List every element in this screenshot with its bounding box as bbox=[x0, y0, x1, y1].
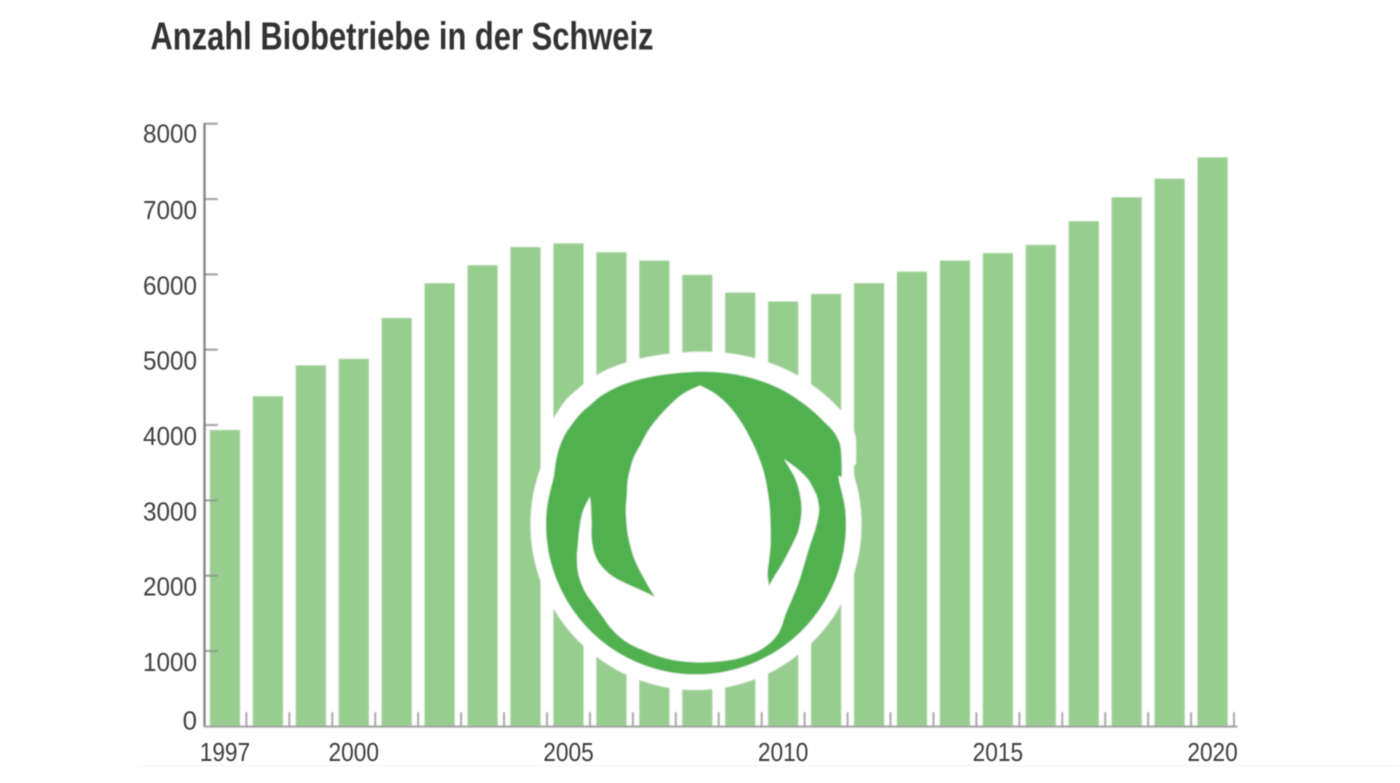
svg-text:2000: 2000 bbox=[143, 574, 197, 602]
svg-text:3000: 3000 bbox=[143, 498, 197, 526]
svg-text:2015: 2015 bbox=[973, 737, 1024, 767]
svg-text:2020: 2020 bbox=[1187, 737, 1238, 767]
svg-text:4000: 4000 bbox=[143, 423, 197, 451]
svg-text:2000: 2000 bbox=[329, 737, 380, 767]
svg-text:0: 0 bbox=[183, 708, 197, 736]
svg-text:7000: 7000 bbox=[143, 197, 197, 225]
svg-text:Anzahl Biobetriebe in der Schw: Anzahl Biobetriebe in der Schweiz bbox=[151, 16, 654, 59]
svg-text:2005: 2005 bbox=[543, 737, 594, 767]
svg-text:6000: 6000 bbox=[143, 272, 197, 300]
svg-text:1000: 1000 bbox=[143, 649, 197, 677]
svg-text:8000: 8000 bbox=[143, 121, 197, 149]
svg-text:2010: 2010 bbox=[758, 737, 809, 767]
svg-text:5000: 5000 bbox=[143, 348, 197, 376]
svg-text:1997: 1997 bbox=[200, 737, 251, 767]
